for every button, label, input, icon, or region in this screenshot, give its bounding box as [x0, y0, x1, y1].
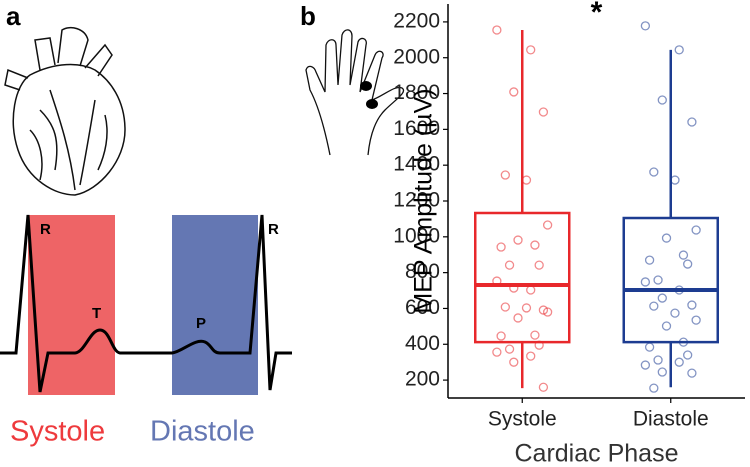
y-tick-label: 1400	[393, 153, 440, 176]
data-point	[542, 220, 553, 230]
electrode	[366, 99, 378, 109]
data-point	[500, 170, 510, 180]
diastole-band	[172, 215, 258, 395]
data-point	[674, 357, 684, 367]
data-point	[509, 87, 519, 97]
data-point	[538, 382, 549, 392]
data-point	[504, 344, 515, 354]
data-point	[687, 368, 697, 378]
ecg-trace	[0, 214, 292, 393]
data-point	[538, 305, 549, 315]
y-tick-label: 600	[405, 296, 440, 319]
data-point	[653, 355, 663, 365]
annotation: *	[591, 0, 603, 29]
data-point	[661, 233, 672, 243]
phase-label: Diastole	[150, 416, 255, 448]
data-point	[687, 117, 697, 127]
data-point	[513, 313, 523, 323]
heart-illustration	[4, 27, 126, 196]
data-point	[530, 240, 540, 250]
y-tick-label: 2200	[393, 9, 440, 32]
data-point	[521, 175, 532, 185]
data-point	[649, 167, 659, 177]
data-point	[526, 351, 536, 361]
y-tick-label: 1800	[393, 81, 440, 104]
hand-illustration	[305, 29, 405, 156]
data-point	[538, 107, 549, 117]
data-point	[670, 175, 680, 185]
y-tick-label: 1200	[393, 189, 440, 212]
data-point	[509, 357, 519, 367]
electrode	[360, 81, 372, 91]
phase-label: Systole	[10, 416, 105, 448]
data-point	[513, 235, 523, 245]
data-point	[492, 25, 502, 35]
ecg-label: T	[92, 305, 101, 322]
x-tick-label: Diastole	[633, 408, 709, 431]
data-point	[691, 315, 701, 325]
data-point	[492, 347, 502, 357]
y-axis-label: MEP Amplitude (µV)	[410, 88, 438, 313]
data-point	[649, 383, 659, 393]
data-point	[492, 276, 502, 286]
data-point	[640, 360, 651, 370]
data-point	[687, 300, 697, 310]
y-tick-label: 200	[405, 368, 440, 391]
data-point	[674, 45, 684, 55]
data-point	[542, 307, 553, 317]
ecg-label: R	[268, 221, 279, 238]
data-point	[504, 260, 515, 270]
y-tick-label: 800	[405, 260, 440, 283]
data-point	[496, 242, 506, 252]
data-point	[683, 350, 693, 360]
data-point	[640, 277, 651, 287]
data-point	[674, 285, 684, 295]
ecg-label: P	[196, 315, 206, 332]
y-tick-label: 2000	[393, 45, 440, 68]
x-tick-label: Systole	[488, 408, 557, 431]
data-point	[661, 321, 672, 331]
data-point	[644, 342, 655, 352]
box	[474, 211, 571, 344]
panel-label: a	[6, 1, 21, 31]
data-point	[649, 301, 659, 311]
data-point	[640, 21, 651, 31]
data-point	[657, 95, 667, 105]
data-point	[657, 367, 667, 377]
ecg-label: R	[40, 221, 51, 238]
systole-band	[28, 215, 115, 395]
y-tick-label: 400	[405, 332, 440, 355]
data-point	[678, 250, 689, 260]
data-point	[500, 302, 510, 312]
x-axis-label: Cardiac Phase	[515, 440, 679, 467]
data-point	[496, 331, 506, 341]
panel-label: b	[300, 1, 316, 31]
data-point	[530, 330, 540, 340]
data-point	[534, 340, 544, 350]
box	[622, 216, 719, 344]
data-point	[644, 255, 655, 265]
data-point	[691, 225, 701, 235]
data-point	[534, 260, 544, 270]
data-point	[657, 293, 667, 303]
data-point	[670, 308, 680, 318]
data-point	[678, 337, 689, 347]
y-tick-label: 1600	[393, 117, 440, 140]
data-point	[521, 303, 532, 313]
data-point	[509, 283, 519, 293]
data-point	[526, 45, 536, 55]
data-point	[526, 285, 536, 295]
data-point	[653, 275, 663, 285]
y-tick-label: 1000	[393, 224, 440, 247]
data-point	[683, 259, 693, 269]
